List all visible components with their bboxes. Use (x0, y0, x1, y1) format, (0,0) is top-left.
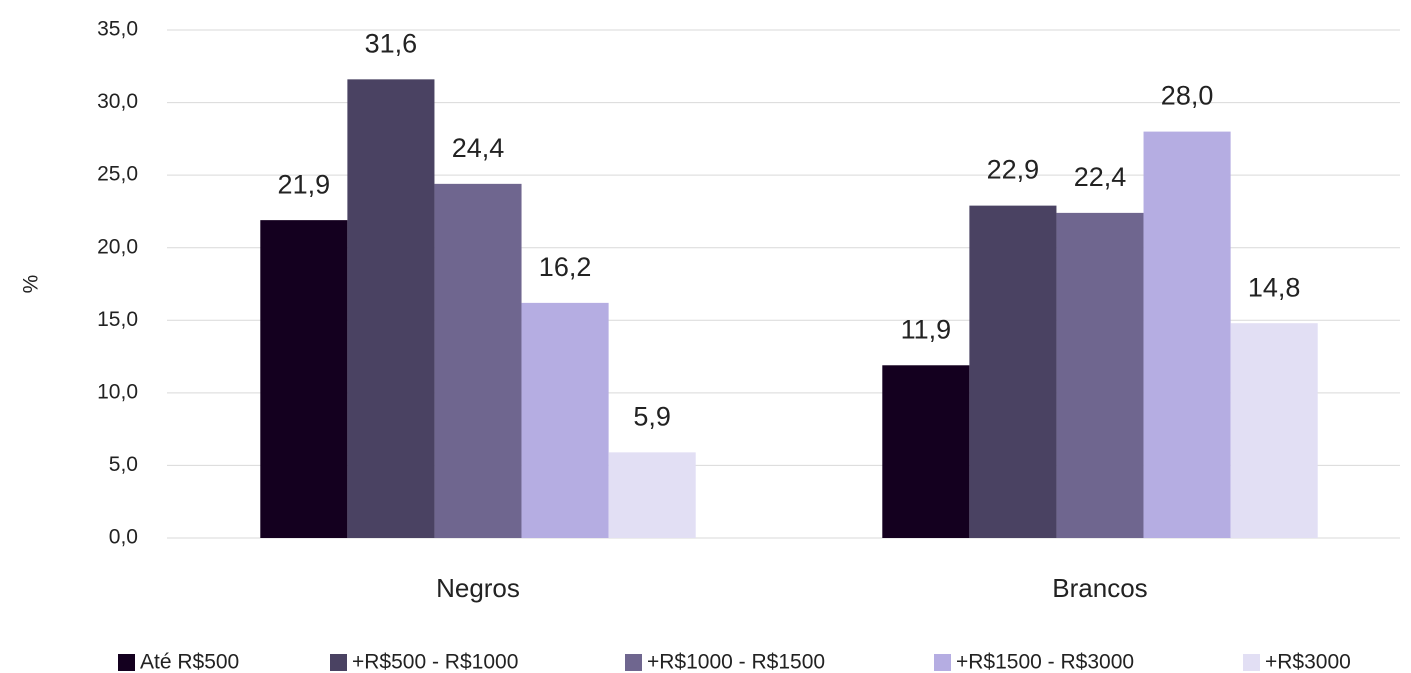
y-tick-label: 30,0 (97, 90, 138, 113)
bar (434, 183, 522, 538)
bar (347, 79, 435, 538)
data-label: 24,4 (452, 133, 505, 163)
y-tick-label: 10,0 (97, 380, 138, 403)
bar (521, 302, 609, 538)
legend-label: +R$1500 - R$3000 (956, 651, 1134, 673)
data-label: 21,9 (278, 169, 331, 199)
bar (969, 205, 1057, 538)
bar (260, 220, 348, 538)
legend-swatch (1243, 654, 1260, 671)
bar (1056, 212, 1144, 538)
legend-swatch (118, 654, 135, 671)
x-tick-label: Brancos (1052, 573, 1147, 603)
data-label: 31,6 (365, 28, 418, 58)
data-label: 16,2 (539, 252, 592, 282)
y-tick-label: 0,0 (109, 526, 138, 549)
y-axis-label: % (20, 275, 43, 294)
legend-swatch (934, 654, 951, 671)
bar (1230, 323, 1318, 538)
legend-label: +R$500 - R$1000 (352, 651, 518, 673)
y-tick-label: 35,0 (97, 18, 138, 41)
data-label: 28,0 (1161, 81, 1214, 111)
bar (608, 452, 696, 538)
data-label: 14,8 (1248, 272, 1301, 302)
legend-label: +R$1000 - R$1500 (647, 651, 825, 673)
legend-label: Até R$500 (140, 651, 239, 673)
y-tick-label: 5,0 (109, 453, 138, 476)
y-tick-label: 15,0 (97, 308, 138, 331)
data-label: 22,4 (1074, 162, 1127, 192)
data-label: 5,9 (633, 401, 671, 431)
y-tick-label: 25,0 (97, 163, 138, 186)
y-tick-label: 20,0 (97, 235, 138, 258)
bar (1143, 131, 1231, 538)
legend-swatch (625, 654, 642, 671)
legend-swatch (330, 654, 347, 671)
data-label: 22,9 (987, 155, 1040, 185)
bar (882, 365, 970, 538)
data-label: 11,9 (901, 314, 952, 344)
legend-label: +R$3000 (1265, 651, 1351, 673)
x-tick-label: Negros (436, 573, 520, 603)
